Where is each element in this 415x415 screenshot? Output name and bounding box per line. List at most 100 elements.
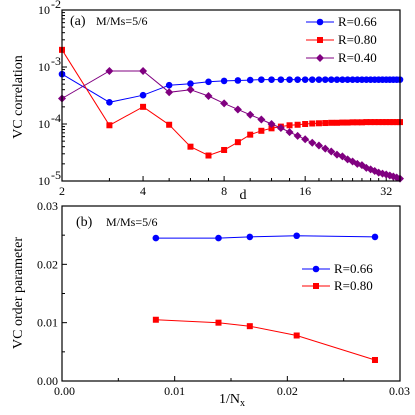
panel-a-point	[294, 76, 301, 83]
panel-a-point	[204, 91, 213, 100]
panel-a-point	[344, 76, 351, 83]
panel-b-frame	[61, 205, 401, 382]
panel-a-point	[302, 121, 309, 127]
panel-a-point	[294, 121, 301, 128]
panel-a-ytick-exponent: -5	[51, 168, 61, 182]
panel-a-point	[221, 146, 228, 153]
panel-a-legend-marker	[316, 54, 324, 62]
panel-b-point	[246, 233, 254, 241]
panel-a-point	[379, 119, 386, 126]
panel-a-point	[246, 76, 254, 84]
panel-a-xtick-label: 2	[59, 184, 65, 198]
panel-a-ytick-label: 10	[38, 3, 50, 17]
panel-a-point	[339, 119, 346, 126]
panel-a-point	[333, 119, 340, 126]
panel-a-point	[314, 141, 323, 150]
panel-b-ytick-label: 0.01	[37, 316, 58, 330]
panel-a-point	[267, 120, 276, 128]
panel-a-point	[106, 99, 113, 106]
panel-a-point	[258, 127, 265, 134]
panel-b-xlabel-sub: x	[240, 398, 245, 409]
panel-a-ytick-exponent: -4	[51, 111, 61, 125]
panel-b-point	[152, 316, 159, 323]
panel-a-point	[327, 147, 336, 156]
panel-a-annotation: M/Ms=5/6	[96, 14, 147, 28]
panel-a-point	[333, 76, 341, 83]
panel-a-point	[358, 119, 365, 126]
panel-a-point	[315, 76, 323, 83]
panel-a-point	[247, 131, 254, 138]
panel-a-point	[257, 115, 266, 124]
panel-b-legend: R=0.66 R=0.80	[302, 261, 373, 293]
panel-a-point	[187, 143, 194, 150]
panel-a-point	[220, 77, 228, 85]
panel-b-legend-marker	[312, 265, 320, 273]
panel-a-point	[309, 120, 316, 127]
panel-a-xtick-label: 16	[299, 184, 311, 198]
panel-b-xlabel-main: 1/N	[219, 392, 240, 407]
panel-a-point	[390, 119, 397, 126]
panel-a-point	[106, 122, 113, 129]
panel-a-xtick-label: 8	[221, 184, 227, 198]
panel-a-point	[258, 76, 265, 83]
panel-a-point	[321, 76, 329, 83]
panel-a-point	[246, 110, 255, 119]
panel-b-ylabel: VC order parameter	[11, 237, 26, 349]
panel-b-point	[371, 233, 379, 241]
panel-a-legend-marker	[317, 37, 323, 43]
panel-a-ytick-exponent: -2	[51, 0, 61, 11]
panel-a-ytick-label: 10	[38, 117, 50, 131]
panel-a-point	[308, 76, 316, 83]
panel-a-point	[349, 119, 356, 126]
panel-a-point	[327, 76, 335, 83]
panel-a-legend-label: R=0.66	[338, 14, 377, 29]
panel-b-series-line-1	[155, 319, 376, 361]
panel-a-point	[268, 125, 275, 132]
panel-a-ytick-exponent: -3	[51, 54, 61, 68]
panel-a-label: (a)	[70, 14, 86, 29]
panel-a-point	[285, 128, 294, 137]
panel-a-legend-label: R=0.40	[338, 50, 377, 65]
panel-a-point	[186, 85, 195, 94]
panel-a-point	[277, 76, 285, 83]
panel-b-annotation: M/Ms=5/6	[106, 215, 157, 229]
panel-a-point	[344, 119, 351, 126]
panel-a-point	[166, 121, 173, 128]
panel-a-point	[301, 135, 310, 144]
panel-b-xtick-label: 0.03	[389, 384, 410, 398]
panel-a-ytick-label: 10	[38, 174, 50, 188]
panel-b: 0.00 0.01 0.02 0.03 0.00 0.01 0.02 0.03 (b) M/M…	[11, 199, 410, 409]
panel-b-point	[293, 232, 300, 240]
panel-a-point	[315, 120, 322, 127]
panel-a-point	[354, 119, 361, 126]
panel-b-point	[215, 319, 222, 326]
panel-a-point	[338, 152, 347, 161]
panel-a-point	[268, 76, 275, 83]
panel-a-point	[220, 99, 229, 108]
panel-b-xtick-label: 0.00	[54, 384, 75, 398]
panel-b-point	[246, 323, 253, 330]
panel-b-ytick-label: 0.00	[37, 374, 58, 388]
panel-a-point	[234, 77, 242, 84]
panel-a-point	[205, 152, 212, 159]
panel-a-point	[386, 119, 393, 126]
panel-a-point	[383, 119, 390, 126]
panel-a-point	[276, 124, 285, 133]
panel-a-point	[339, 76, 346, 83]
panel-b-legend-label: R=0.80	[334, 278, 373, 293]
panel-a-point	[139, 67, 148, 76]
panel-a-point	[140, 103, 147, 110]
panel-a-point	[205, 78, 212, 86]
panel-a-point	[328, 119, 335, 126]
panel-a-xtick-label: 32	[380, 184, 392, 198]
panel-a-point	[187, 80, 194, 87]
panel-a-point	[233, 105, 242, 114]
panel-b-series-line-0	[155, 235, 376, 239]
panel-a-ytick-label: 10	[38, 60, 50, 74]
panel-b-axes: 0.00 0.01 0.02 0.03 0.00 0.01 0.02 0.03	[37, 199, 410, 398]
panel-a-point	[165, 81, 173, 89]
panel-b-label: (b)	[76, 215, 93, 230]
panel-a-point	[321, 144, 330, 153]
